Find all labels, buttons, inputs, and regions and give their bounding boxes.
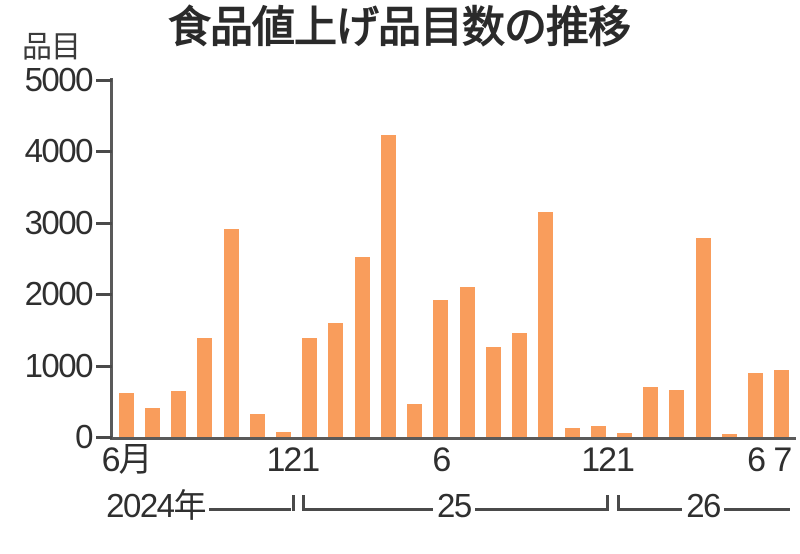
x-tick-label-6月-0: 6月: [101, 441, 153, 479]
y-tick-mark-4000: [96, 150, 112, 154]
y-tick-label-1000: 1000: [24, 346, 94, 384]
year-rule-left-25: [301, 508, 433, 511]
y-tick-label-4000: 4000: [24, 132, 94, 170]
x-tick-label-6-6: 6: [747, 441, 766, 479]
x-tick-label-12-4: 12: [581, 441, 617, 479]
x-tick-label-7-7: 7: [773, 441, 792, 479]
year-label-25: 25: [437, 487, 472, 524]
bar-2026-4: [695, 238, 711, 437]
y-tick-mark-1000: [96, 364, 112, 368]
bar-2024-10: [223, 229, 239, 437]
bar-2025-3: [354, 257, 370, 437]
bar-2024-8: [171, 391, 187, 437]
bar-2025-10: [538, 211, 554, 437]
y-tick-mark-0: [96, 436, 112, 439]
x-tick-label-1-5: 1: [616, 441, 635, 479]
y-tick-mark-3000: [96, 221, 112, 225]
bar-2026-6: [748, 373, 764, 437]
bar-2025-4: [380, 135, 396, 437]
bar-2026-1: [617, 433, 632, 437]
year-rule-left-26: [616, 508, 683, 511]
bar-2025-11: [564, 427, 580, 437]
year-tick-start-25: [301, 495, 305, 511]
year-label-2024年: 2024年: [106, 487, 206, 524]
bar-2025-2: [328, 323, 344, 437]
y-tick-label-2000: 2000: [24, 275, 94, 313]
bar-2026-7: [774, 369, 790, 437]
y-tick-mark-2000: [96, 293, 112, 297]
bar-2025-1: [302, 337, 318, 437]
bar-2025-12: [590, 425, 606, 437]
bar-2024-9: [197, 337, 213, 437]
year-label-26: 26: [686, 487, 721, 524]
bar-2025-7: [459, 286, 475, 437]
x-axis-line: [110, 437, 796, 440]
bar-2024-7: [144, 407, 160, 437]
bar-2024-11: [249, 414, 265, 437]
page-title: 食品値上げ品目数の推移: [168, 4, 631, 52]
year-rule-right-2024年: [209, 508, 292, 511]
bar-2025-5: [407, 404, 423, 437]
bar-2024-12: [276, 432, 291, 437]
bar-2026-5: [721, 434, 737, 437]
x-tick-label-6-3: 6: [432, 441, 451, 479]
bar-2026-2: [643, 387, 659, 437]
y-tick-label-0: 0: [75, 418, 93, 455]
y-tick-mark-5000: [96, 79, 112, 82]
year-rule-right-25: [475, 508, 607, 511]
year-tick-end-2024年: [291, 495, 295, 511]
y-axis-unit-label: 品目: [22, 31, 81, 64]
year-tick-start-26: [616, 495, 620, 511]
year-tick-end-25: [606, 495, 610, 511]
x-tick-label-1-2: 1: [301, 441, 320, 479]
y-tick-label-5000: 5000: [24, 61, 94, 98]
bar-2025-9: [512, 333, 528, 437]
y-tick-label-3000: 3000: [24, 203, 94, 241]
bar-2026-3: [669, 389, 685, 437]
bar-2025-8: [485, 347, 501, 437]
x-tick-label-12-1: 12: [266, 441, 303, 479]
year-rule-right-26: [724, 508, 790, 511]
y-axis-line: [110, 78, 113, 439]
bar-2025-6: [433, 299, 449, 437]
bar-2024-6: [118, 393, 134, 437]
plot-area: [113, 80, 795, 437]
